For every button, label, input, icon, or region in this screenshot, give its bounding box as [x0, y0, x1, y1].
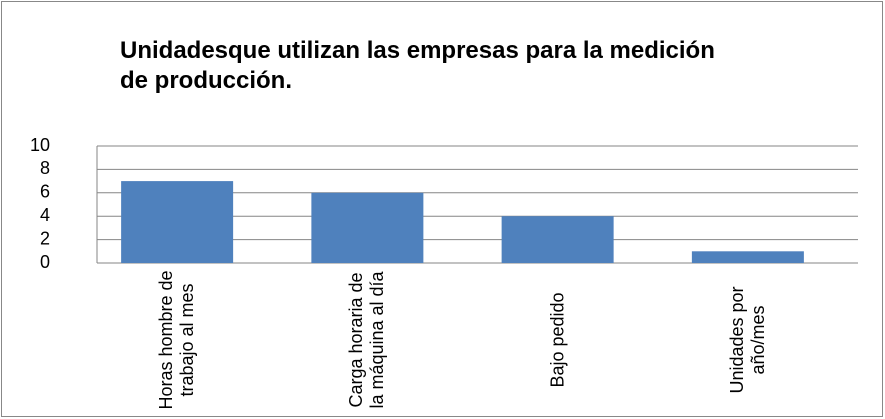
x-tick-label: Unidades por año/mes — [726, 286, 768, 394]
y-tick-label: 10 — [30, 135, 50, 155]
chart-title: Unidadesque utilizan las empresas para l… — [120, 37, 715, 94]
bar — [501, 216, 614, 263]
x-tick-label: Bajo pedido — [547, 292, 568, 388]
y-tick-label: 8 — [40, 158, 50, 178]
y-tick-label: 4 — [40, 205, 50, 225]
y-tick-label: 0 — [40, 252, 50, 272]
y-tick-label: 6 — [40, 182, 50, 202]
bar — [121, 181, 234, 263]
bar — [691, 251, 804, 263]
y-tick-label: 2 — [40, 228, 50, 248]
x-tick-label: Carga horaria de la máquina al día — [346, 271, 388, 409]
bar — [311, 192, 424, 263]
x-tick-label: Horas hombre de trabajo al mes — [156, 270, 198, 410]
